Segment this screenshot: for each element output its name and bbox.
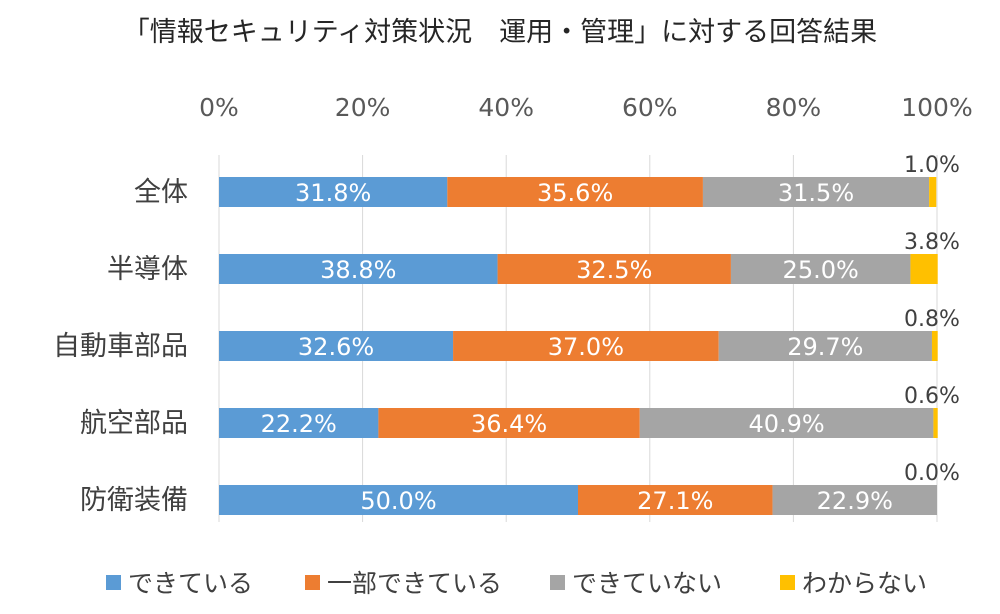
data-labels: 31.8% 35.6% 31.5% 1.0% 38.8% 32.5% 25.0% 3.8% 32… (261, 153, 960, 515)
category-label: 全体 (134, 177, 188, 208)
bar-segment (578, 485, 773, 515)
data-label: 32.6% (298, 333, 374, 361)
data-label: 29.7% (787, 333, 863, 361)
data-label: 22.9% (817, 487, 893, 515)
legend-swatch (550, 575, 565, 590)
chart-title: 「情報セキュリティ対策状況 運用・管理」に対する回答結果 (122, 17, 878, 48)
data-label: 0.8% (904, 307, 960, 332)
data-label: 25.0% (783, 256, 859, 284)
bar-segment (910, 254, 938, 284)
data-label: 0.0% (904, 461, 960, 486)
bar-segment (219, 254, 498, 284)
bars (219, 177, 938, 515)
bar-segment (447, 177, 703, 207)
legend-label: できていない (572, 569, 722, 598)
x-tick-label: 80% (766, 93, 822, 122)
legend-swatch (780, 575, 795, 590)
x-tick-label: 20% (335, 93, 391, 122)
bar-segment (933, 408, 938, 438)
x-tick-label: 60% (622, 93, 678, 122)
legend-label: わからない (802, 569, 927, 598)
legend-label: 一部できている (327, 569, 502, 598)
bar-segment (639, 408, 934, 438)
data-label: 27.1% (637, 487, 713, 515)
data-label: 31.5% (778, 179, 854, 207)
bar-segment (219, 408, 379, 438)
x-axis-ticks: 0% 20% 40% 60% 80% 100% (199, 93, 973, 122)
bar-segment (219, 177, 448, 207)
legend-swatch (305, 575, 320, 590)
x-tick-label: 100% (901, 93, 972, 122)
bar-segment (378, 408, 640, 438)
bar-segment (497, 254, 731, 284)
data-label: 37.0% (548, 333, 624, 361)
data-label: 31.8% (295, 179, 371, 207)
category-label: 防衛装備 (80, 485, 188, 516)
category-label: 航空部品 (80, 408, 188, 439)
bar-segment (702, 177, 930, 207)
category-label: 半導体 (107, 254, 188, 285)
bar-segment (772, 485, 937, 515)
data-label: 36.4% (471, 410, 547, 438)
x-tick-label: 40% (478, 93, 534, 122)
bar-segment (219, 331, 454, 361)
data-label: 40.9% (748, 410, 824, 438)
bar-segment (718, 331, 932, 361)
x-tick-label: 0% (199, 93, 239, 122)
data-label: 38.8% (320, 256, 396, 284)
data-label: 32.5% (576, 256, 652, 284)
data-label: 35.6% (537, 179, 613, 207)
data-label: 22.2% (261, 410, 337, 438)
category-label: 自動車部品 (53, 331, 188, 362)
legend: できている 一部できている できていない わからない (106, 569, 927, 598)
legend-label: できている (128, 569, 253, 598)
bar-segment (219, 485, 578, 515)
bar-segment (929, 177, 937, 207)
data-label: 3.8% (904, 230, 960, 255)
bar-segment (730, 254, 911, 284)
legend-swatch (106, 575, 121, 590)
data-label: 50.0% (360, 487, 436, 515)
bar-segment (453, 331, 719, 361)
bar-segment (931, 331, 938, 361)
data-label: 1.0% (904, 153, 960, 178)
data-label: 0.6% (904, 384, 960, 409)
